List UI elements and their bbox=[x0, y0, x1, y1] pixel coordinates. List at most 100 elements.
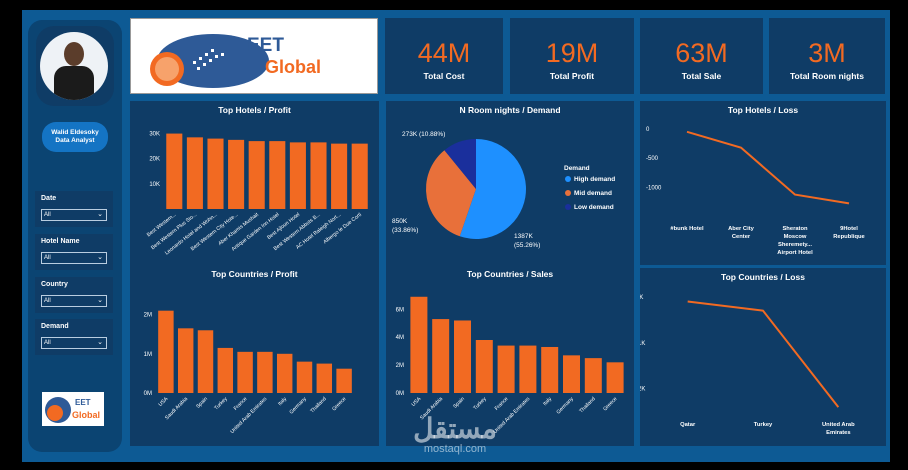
chevron-down-icon: ⌄ bbox=[97, 297, 103, 304]
x-tick-label: USA bbox=[158, 396, 170, 408]
x-tick-label: Turkey bbox=[472, 396, 488, 412]
x-tick-label: Thailand bbox=[309, 396, 327, 414]
chevron-down-icon: ⌄ bbox=[97, 339, 103, 346]
bar bbox=[248, 141, 265, 209]
y-tick-label: -2K bbox=[640, 387, 645, 393]
pie-slice bbox=[444, 139, 476, 189]
legend-entry: High demand bbox=[574, 176, 615, 183]
slicer-country-dropdown[interactable]: All ⌄ bbox=[41, 295, 107, 307]
bar bbox=[257, 351, 273, 393]
kpi-total-room-nights: 3M Total Room nights bbox=[769, 18, 885, 94]
bar bbox=[158, 310, 174, 393]
series-line bbox=[687, 300, 840, 408]
legend-marker bbox=[565, 204, 571, 210]
kpi-total-room-nights-label: Total Room nights bbox=[790, 71, 864, 81]
chart-title: Top Hotels / Profit bbox=[218, 105, 291, 115]
bar bbox=[410, 296, 428, 393]
x-tick-label: Thailand bbox=[578, 396, 596, 414]
y-tick-label: 10K bbox=[149, 182, 160, 188]
x-tick-label: Turkey bbox=[213, 396, 229, 412]
chart-title: Top Countries / Sales bbox=[466, 269, 554, 279]
legend-entry: Low demand bbox=[574, 204, 614, 211]
x-tick-label: Greece bbox=[331, 396, 347, 412]
y-tick-label: 4M bbox=[396, 335, 404, 341]
x-tick-label: Germany bbox=[556, 396, 576, 416]
kpi-total-profit: 19M Total Profit bbox=[510, 18, 634, 94]
bar bbox=[276, 353, 293, 393]
logo-dots bbox=[193, 49, 224, 70]
slicer-demand-label: Demand bbox=[41, 323, 69, 330]
bar bbox=[331, 143, 348, 209]
y-tick-label: 1M bbox=[144, 352, 152, 358]
panel-countries-sales: Top Countries / Sales 0M 2M 4M 6M USA Saudi A… bbox=[386, 265, 634, 446]
sidebar-logo: EET Global bbox=[42, 392, 104, 426]
slicer-date-label: Date bbox=[41, 195, 57, 202]
chevron-down-icon: ⌄ bbox=[97, 211, 103, 218]
bar bbox=[197, 330, 214, 393]
chart-title: Top Hotels / Loss bbox=[727, 105, 799, 115]
slicer-date-value: All bbox=[44, 212, 51, 218]
bar bbox=[336, 368, 352, 393]
slicer-hotel-name: Hotel Name All ⌄ bbox=[35, 234, 113, 270]
slicer-hotel-name-dropdown[interactable]: All ⌄ bbox=[41, 252, 107, 264]
bar bbox=[519, 345, 537, 393]
kpi-total-sale-label: Total Sale bbox=[681, 71, 722, 81]
x-tick-label: France bbox=[233, 396, 249, 412]
bar bbox=[562, 355, 581, 393]
pie-slice bbox=[426, 150, 476, 237]
pie-data-label: 273K (10.88%) bbox=[402, 131, 445, 138]
y-tick-label: 0K bbox=[640, 295, 643, 301]
panel-hotels-profit: Top Hotels / Profit 10K 20K 30K Best Wester… bbox=[130, 101, 379, 265]
watermark-arabic: مستقل bbox=[413, 413, 497, 444]
bar bbox=[166, 133, 183, 209]
hotels-loss-chart: 0 -500 -1000 #bunk Hotel Aber City Center Sher… bbox=[646, 127, 866, 256]
series-line bbox=[686, 130, 850, 205]
legend-marker bbox=[565, 190, 571, 196]
kpi-total-cost-label: Total Cost bbox=[423, 71, 465, 81]
x-tick-label: Spain bbox=[195, 396, 209, 410]
chart-title: Top Countries / Profit bbox=[211, 269, 298, 279]
kpi-total-cost-value: 44M bbox=[417, 38, 471, 68]
x-tick-label: Italy bbox=[277, 396, 288, 407]
room-demand-chart: 1387K (55.26%) 850K (33.86%) 273K (10.88%) De… bbox=[392, 131, 615, 249]
bar bbox=[606, 362, 624, 393]
legend-marker bbox=[565, 176, 571, 182]
x-tick-label: Turkey bbox=[754, 422, 773, 428]
bar bbox=[186, 137, 203, 209]
slicer-date: Date All ⌄ bbox=[35, 191, 113, 227]
panel-room-demand: N Room nights / Demand 1387K (55.26%) 850K… bbox=[386, 101, 634, 265]
bar bbox=[310, 142, 327, 209]
bar bbox=[296, 361, 313, 393]
chart-title: Top Countries / Loss bbox=[721, 272, 805, 282]
kpi-total-cost: 44M Total Cost bbox=[385, 18, 503, 94]
bar bbox=[228, 139, 245, 209]
panel-hotels-loss: Top Hotels / Loss 0 -500 -1000 #bunk Hotel A… bbox=[640, 101, 886, 265]
panel-countries-loss: Top Countries / Loss 0K -1K -2K Qatar Turkey… bbox=[640, 268, 886, 446]
profile-card: Walid Eldesoky Data Analyst bbox=[42, 122, 108, 152]
x-tick-label: Aber City Center bbox=[728, 226, 755, 240]
slicer-demand-dropdown[interactable]: All ⌄ bbox=[41, 337, 107, 349]
chart-title: N Room nights / Demand bbox=[459, 105, 561, 115]
x-tick-label: United Arab Emirates bbox=[822, 422, 855, 436]
pie-data-label: 850K (33.86%) bbox=[392, 218, 418, 234]
profile-name: Walid Eldesoky bbox=[51, 129, 99, 136]
bar bbox=[584, 358, 602, 393]
y-tick-label: 0M bbox=[396, 391, 404, 397]
bar bbox=[453, 320, 472, 393]
profile-role: Data Analyst bbox=[55, 137, 95, 144]
x-tick-label: #bunk Hotel bbox=[670, 226, 704, 232]
bar bbox=[207, 138, 224, 209]
x-tick-label: Germany bbox=[289, 396, 309, 416]
bar bbox=[432, 319, 450, 393]
y-tick-label: 20K bbox=[149, 157, 160, 163]
slicer-demand: Demand All ⌄ bbox=[35, 319, 113, 355]
kpi-total-sale: 63M Total Sale bbox=[640, 18, 763, 94]
x-tick-label: Albergo le Due Corti bbox=[322, 212, 363, 245]
y-tick-label: -1000 bbox=[646, 186, 662, 192]
slicer-date-dropdown[interactable]: All ⌄ bbox=[41, 209, 107, 221]
watermark-latin: mostaql.com bbox=[423, 443, 487, 455]
